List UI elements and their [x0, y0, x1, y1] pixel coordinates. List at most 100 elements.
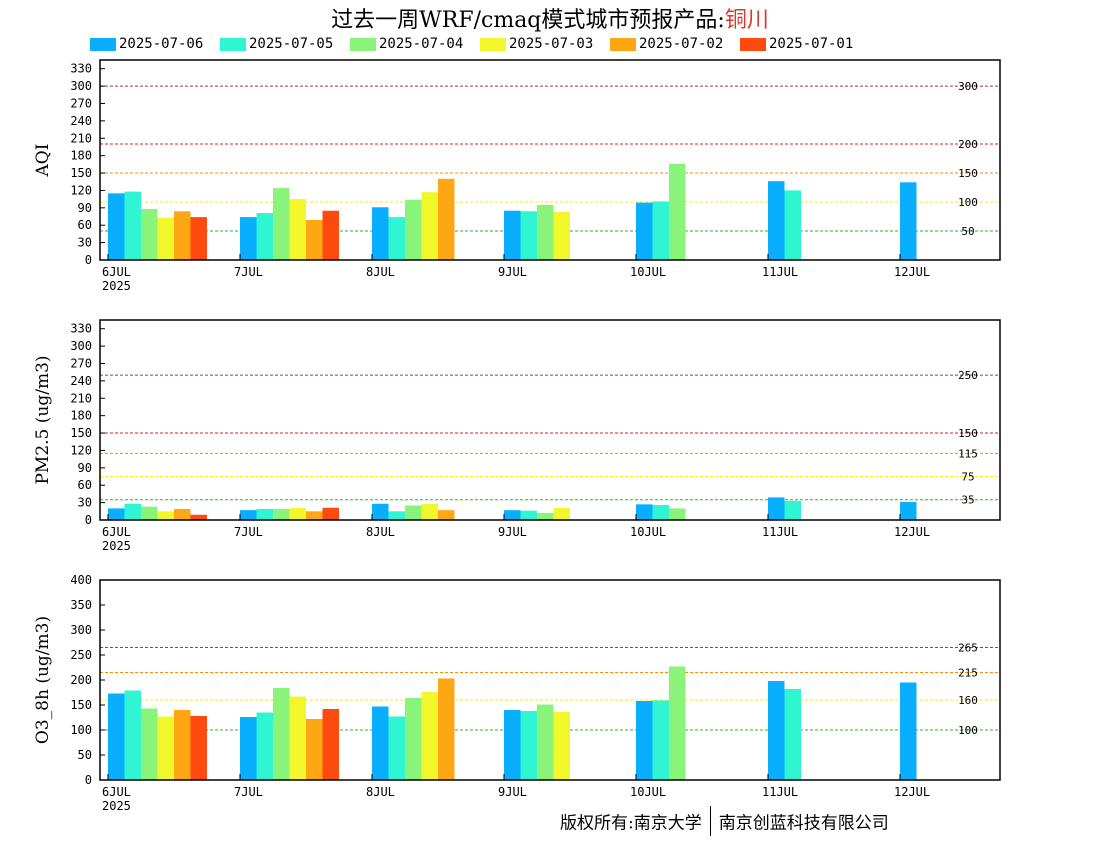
y-tick-label: 100	[70, 723, 92, 737]
bar	[768, 181, 785, 260]
threshold-label: 215	[958, 667, 978, 680]
bar	[157, 217, 174, 260]
bar	[273, 508, 290, 520]
bar	[520, 711, 537, 780]
bar	[438, 678, 455, 780]
legend-label: 2025-07-05	[249, 36, 334, 52]
y-tick-label: 200	[70, 673, 92, 687]
x-tick-label: 8JUL	[366, 785, 395, 799]
y-tick-label: 30	[78, 496, 92, 510]
threshold-label: 50	[961, 225, 974, 238]
threshold-label: 265	[958, 642, 978, 655]
threshold-label: 250	[958, 369, 978, 382]
bar	[504, 210, 521, 260]
plot-frame	[99, 59, 1001, 261]
x-tick-label: 12JUL	[894, 265, 930, 279]
bar	[900, 682, 917, 780]
bar	[273, 188, 290, 260]
footer-right: 南京创蓝科技有限公司	[718, 813, 889, 834]
legend-swatch	[90, 37, 116, 51]
bar	[504, 510, 521, 520]
y-tick-label: 30	[78, 236, 92, 250]
y-tick-label: 240	[70, 114, 92, 128]
bar	[900, 182, 917, 260]
bar	[553, 712, 570, 780]
bar	[372, 503, 389, 520]
y-tick-label: 300	[70, 79, 92, 93]
bar	[405, 698, 422, 780]
bar	[174, 211, 191, 260]
copyright-footer: 版权所有:南京大学 南京创蓝科技有限公司	[560, 806, 889, 840]
bar	[636, 504, 653, 520]
bar	[372, 207, 389, 260]
y-tick-label: 120	[70, 183, 92, 197]
bar	[784, 500, 801, 520]
bar	[256, 508, 273, 520]
threshold-label: 150	[958, 427, 978, 440]
threshold-label: 35	[961, 494, 974, 507]
bar	[174, 508, 191, 520]
x-tick-label: 7JUL	[234, 265, 263, 279]
y-tick-label: 60	[78, 478, 92, 492]
bar	[520, 510, 537, 520]
y-tick-label: 150	[70, 166, 92, 180]
bar	[124, 690, 141, 780]
bar	[124, 191, 141, 260]
threshold-label: 100	[958, 724, 978, 737]
bar	[322, 210, 339, 260]
y-tick-label: 330	[70, 322, 92, 336]
bar	[190, 514, 207, 520]
threshold-label: 100	[958, 196, 978, 209]
bar	[190, 217, 207, 260]
x-tick-label: 6JUL	[102, 525, 131, 539]
x-tick-label: 7JUL	[234, 525, 263, 539]
x-tick-label: 6JUL	[102, 265, 131, 279]
legend-item: 2025-07-02	[610, 36, 723, 52]
y-tick-label: 150	[70, 426, 92, 440]
threshold-label: 115	[958, 447, 978, 460]
y-axis-label: PM2.5 (ug/m3)	[33, 355, 53, 484]
y-tick-label: 400	[70, 573, 92, 587]
bar	[289, 507, 306, 520]
bar	[652, 201, 669, 260]
legend-item: 2025-07-03	[480, 36, 593, 52]
legend-item: 2025-07-05	[220, 36, 333, 52]
x-tick-label: 11JUL	[762, 785, 798, 799]
plot-frame	[99, 319, 1001, 521]
bar	[438, 510, 455, 520]
x-tick-label: 9JUL	[498, 265, 527, 279]
bar	[289, 696, 306, 780]
x-tick-label: 6JUL	[102, 785, 131, 799]
bar	[421, 692, 438, 780]
bar	[652, 504, 669, 520]
legend-swatch	[740, 37, 766, 51]
x-tick-label: 11JUL	[762, 525, 798, 539]
bar	[388, 716, 405, 780]
y-tick-label: 60	[78, 218, 92, 232]
bar	[322, 507, 339, 520]
y-tick-label: 120	[70, 443, 92, 457]
y-tick-label: 240	[70, 374, 92, 388]
bar	[669, 163, 686, 260]
legend-label: 2025-07-04	[379, 36, 464, 52]
bar	[669, 508, 686, 520]
bar	[289, 199, 306, 260]
y-tick-label: 150	[70, 698, 92, 712]
bar	[306, 719, 323, 780]
bar	[652, 700, 669, 780]
bar	[669, 666, 686, 780]
bar	[784, 689, 801, 780]
bar	[388, 217, 405, 260]
bar	[240, 717, 257, 780]
bar	[438, 178, 455, 260]
bar	[124, 503, 141, 520]
y-tick-label: 350	[70, 598, 92, 612]
bar	[768, 681, 785, 780]
y-tick-label: 270	[70, 96, 92, 110]
bar	[141, 208, 158, 260]
legend-item: 2025-07-04	[350, 36, 463, 52]
y-tick-label: 300	[70, 623, 92, 637]
bar	[240, 217, 257, 260]
bar	[421, 503, 438, 520]
